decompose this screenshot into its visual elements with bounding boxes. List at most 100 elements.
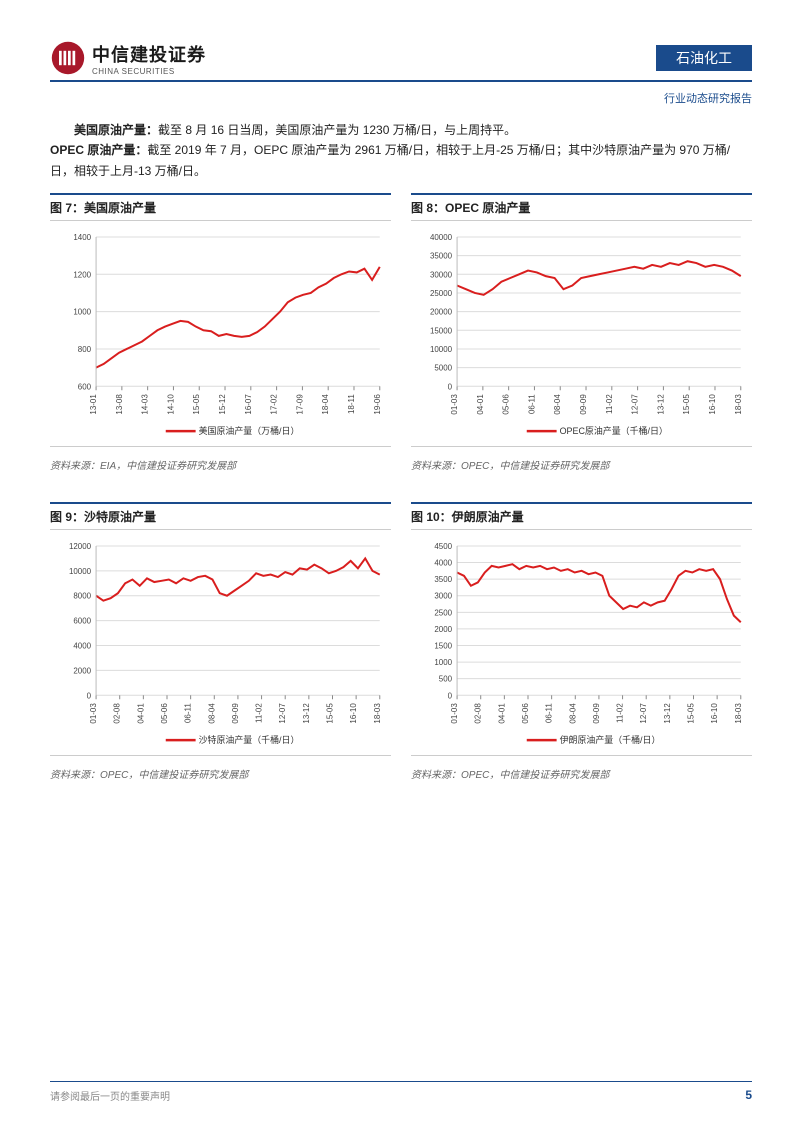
svg-text:2000: 2000	[73, 667, 91, 676]
svg-text:18-03: 18-03	[734, 703, 743, 724]
p2-strong: OPEC 原油产量：	[50, 143, 147, 157]
svg-text:11-02: 11-02	[255, 703, 264, 723]
chart8-title: 图 8：OPEC 原油产量	[411, 193, 752, 221]
svg-text:15000: 15000	[430, 326, 453, 335]
svg-text:09-09: 09-09	[231, 703, 240, 724]
svg-text:05-06: 05-06	[502, 394, 511, 415]
svg-text:18-03: 18-03	[734, 394, 743, 415]
svg-text:40000: 40000	[430, 233, 453, 242]
svg-text:16-10: 16-10	[349, 703, 358, 724]
svg-text:1400: 1400	[73, 233, 91, 242]
svg-text:18-03: 18-03	[373, 703, 382, 724]
report-type: 行业动态研究报告	[50, 90, 752, 106]
svg-text:06-11: 06-11	[184, 703, 193, 723]
chart10-title: 图 10：伊朗原油产量	[411, 502, 752, 530]
svg-text:5000: 5000	[434, 364, 452, 373]
svg-text:15-05: 15-05	[325, 703, 334, 724]
chart9-svg: 0 2000 4000 6000 8000 10000 12000 01-03 02-08 04-…	[50, 536, 391, 756]
svg-text:6000: 6000	[73, 617, 91, 626]
svg-text:01-03: 01-03	[450, 394, 459, 415]
svg-text:16-10: 16-10	[708, 394, 717, 415]
svg-text:3500: 3500	[434, 575, 452, 584]
svg-text:3000: 3000	[434, 592, 452, 601]
svg-text:15-12: 15-12	[218, 394, 227, 415]
svg-text:11-02: 11-02	[616, 703, 625, 723]
svg-text:13-01: 13-01	[89, 394, 98, 415]
sector-badge: 石油化工	[656, 45, 752, 71]
svg-text:02-08: 02-08	[474, 703, 483, 724]
company-logo-icon	[50, 40, 86, 76]
svg-text:1500: 1500	[434, 642, 452, 651]
svg-text:04-01: 04-01	[497, 703, 506, 724]
svg-text:16-07: 16-07	[244, 394, 253, 415]
svg-text:14-10: 14-10	[166, 394, 175, 415]
svg-text:19-06: 19-06	[373, 394, 382, 415]
svg-text:1000: 1000	[434, 658, 452, 667]
svg-text:35000: 35000	[430, 252, 453, 261]
svg-text:04-01: 04-01	[476, 394, 485, 415]
svg-text:2000: 2000	[434, 625, 452, 634]
p2-rest: 截至 2019 年 7 月，OEPC 原油产量为 2961 万桶/日，相较于上月…	[50, 143, 730, 177]
body-paragraphs: 美国原油产量：截至 8 月 16 日当周，美国原油产量为 1230 万桶/日，与…	[50, 120, 752, 181]
svg-text:13-12: 13-12	[663, 703, 672, 724]
svg-text:02-08: 02-08	[113, 703, 122, 724]
svg-text:10000: 10000	[69, 567, 92, 576]
svg-text:12-07: 12-07	[639, 703, 648, 724]
svg-text:沙特原油产量（千桶/日）: 沙特原油产量（千桶/日）	[199, 734, 300, 745]
chart9-source: 资料来源：OPEC，中信建投证券研究发展部	[50, 766, 391, 781]
svg-text:16-10: 16-10	[710, 703, 719, 724]
page-footer: 请参阅最后一页的重要声明 5	[50, 1081, 752, 1103]
svg-text:0: 0	[448, 382, 453, 391]
svg-text:800: 800	[78, 345, 92, 354]
svg-text:13-12: 13-12	[302, 703, 311, 724]
svg-text:4000: 4000	[73, 642, 91, 651]
svg-text:12-07: 12-07	[278, 703, 287, 724]
svg-text:13-08: 13-08	[115, 394, 124, 415]
svg-text:0: 0	[448, 691, 453, 700]
page-number: 5	[745, 1088, 752, 1103]
svg-text:13-12: 13-12	[656, 394, 665, 415]
svg-text:30000: 30000	[430, 270, 453, 279]
chart7-title: 图 7：美国原油产量	[50, 193, 391, 221]
svg-text:08-04: 08-04	[568, 703, 577, 724]
svg-text:12000: 12000	[69, 542, 92, 551]
svg-text:17-02: 17-02	[270, 394, 279, 415]
svg-text:15-05: 15-05	[682, 394, 691, 415]
svg-text:600: 600	[78, 382, 92, 391]
svg-text:08-04: 08-04	[553, 394, 562, 415]
svg-text:8000: 8000	[73, 592, 91, 601]
svg-text:09-09: 09-09	[579, 394, 588, 415]
svg-text:08-04: 08-04	[207, 703, 216, 724]
svg-text:15-05: 15-05	[686, 703, 695, 724]
chart9-title: 图 9：沙特原油产量	[50, 502, 391, 530]
svg-text:14-03: 14-03	[141, 394, 150, 415]
svg-text:05-06: 05-06	[160, 703, 169, 724]
p1-strong: 美国原油产量：	[74, 123, 158, 137]
svg-text:4500: 4500	[434, 542, 452, 551]
svg-text:11-02: 11-02	[605, 394, 614, 414]
chart7-source: 资料来源：EIA，中信建投证券研究发展部	[50, 457, 391, 472]
svg-text:美国原油产量（万桶/日）: 美国原油产量（万桶/日）	[199, 425, 300, 436]
page-header: 中信建投证券 CHINA SECURITIES 石油化工	[50, 40, 752, 82]
svg-text:05-06: 05-06	[521, 703, 530, 724]
svg-text:15-05: 15-05	[192, 394, 201, 415]
svg-text:10000: 10000	[430, 345, 453, 354]
chart7-svg: 60080010001200140013-0113-0814-0314-1015…	[50, 227, 391, 447]
chart8-svg: 0500010000150002000025000300003500040000…	[411, 227, 752, 447]
svg-text:20000: 20000	[430, 308, 453, 317]
svg-text:0: 0	[87, 691, 92, 700]
svg-text:12-07: 12-07	[631, 394, 640, 415]
svg-text:17-09: 17-09	[295, 394, 304, 415]
svg-text:18-04: 18-04	[321, 394, 330, 415]
svg-text:OPEC原油产量（千桶/日）: OPEC原油产量（千桶/日）	[560, 425, 668, 436]
logo-block: 中信建投证券 CHINA SECURITIES	[50, 40, 206, 76]
svg-text:18-11: 18-11	[347, 394, 356, 414]
svg-text:04-01: 04-01	[136, 703, 145, 724]
company-name-cn: 中信建投证券	[92, 41, 206, 67]
company-name-en: CHINA SECURITIES	[92, 67, 206, 76]
svg-text:500: 500	[439, 675, 453, 684]
svg-text:06-11: 06-11	[545, 703, 554, 723]
svg-text:2500: 2500	[434, 608, 452, 617]
svg-text:01-03: 01-03	[89, 703, 98, 724]
footer-disclaimer: 请参阅最后一页的重要声明	[50, 1088, 170, 1103]
